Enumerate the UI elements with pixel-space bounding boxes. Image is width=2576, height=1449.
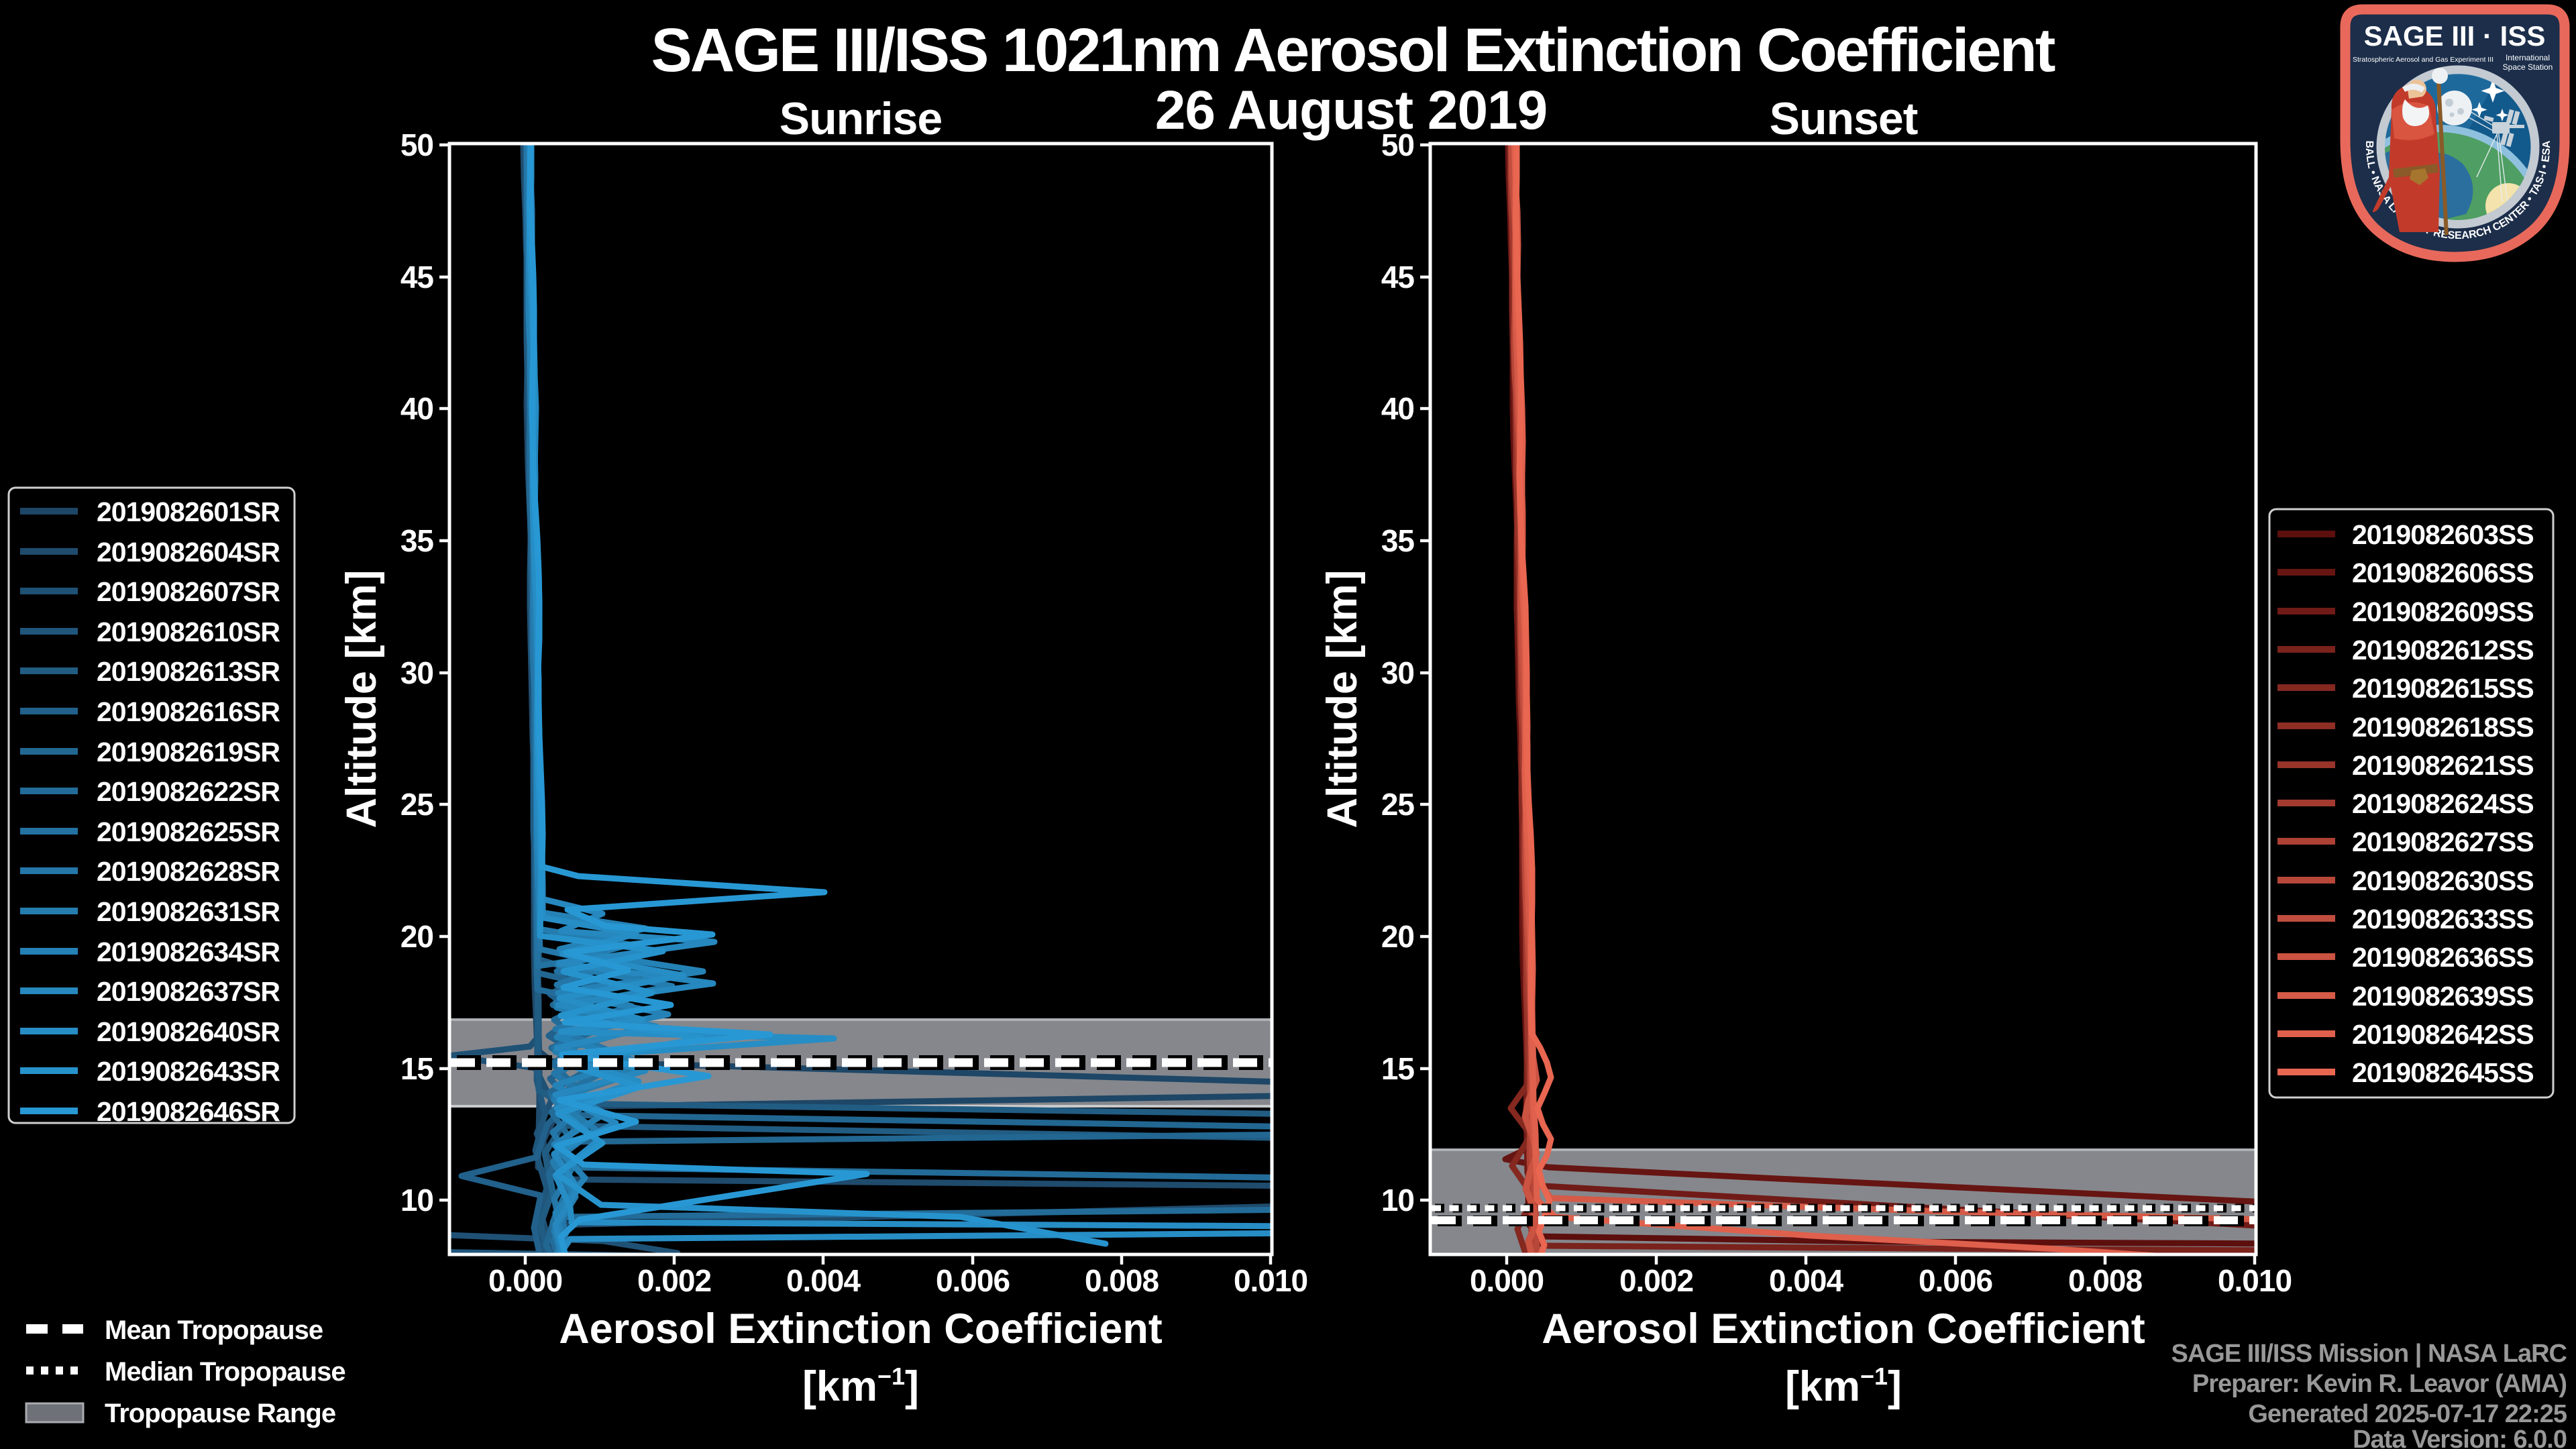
svg-text:2019082624SS: 2019082624SS: [2352, 788, 2534, 819]
svg-text:2019082631SR: 2019082631SR: [97, 896, 280, 927]
svg-text:0.000: 0.000: [1470, 1263, 1544, 1298]
svg-text:2019082627SS: 2019082627SS: [2352, 826, 2534, 857]
svg-text:2019082634SR: 2019082634SR: [97, 936, 280, 967]
svg-text:2019082612SS: 2019082612SS: [2352, 635, 2534, 665]
svg-text:2019082642SS: 2019082642SS: [2352, 1019, 2534, 1050]
svg-text:2019082639SS: 2019082639SS: [2352, 981, 2534, 1012]
svg-text:2019082622SR: 2019082622SR: [97, 776, 280, 807]
svg-text:Preparer: Kevin R. Leavor (AMA: Preparer: Kevin R. Leavor (AMA): [2192, 1370, 2567, 1398]
svg-text:2019082619SR: 2019082619SR: [97, 737, 280, 767]
svg-text:2019082643SR: 2019082643SR: [97, 1056, 280, 1087]
svg-text:40: 40: [1381, 391, 1414, 426]
svg-text:0.002: 0.002: [637, 1263, 711, 1298]
svg-text:Aerosol Extinction Coefficient: Aerosol Extinction Coefficient: [559, 1305, 1163, 1352]
svg-text:0.004: 0.004: [786, 1263, 861, 1298]
svg-text:30: 30: [1381, 655, 1414, 690]
svg-text:0.010: 0.010: [1234, 1263, 1307, 1298]
svg-text:SAGE III · ISS: SAGE III · ISS: [2364, 20, 2546, 52]
svg-text:25: 25: [400, 787, 434, 822]
svg-text:26 August 2019: 26 August 2019: [1155, 80, 1548, 141]
svg-text:40: 40: [400, 391, 433, 426]
svg-text:2019082633SS: 2019082633SS: [2352, 904, 2534, 934]
svg-text:SAGE III/ISS 1021nm Aerosol Ex: SAGE III/ISS 1021nm Aerosol Extinction C…: [651, 16, 2055, 85]
svg-text:10: 10: [1381, 1183, 1414, 1218]
svg-text:0.008: 0.008: [2068, 1263, 2143, 1298]
svg-text:10: 10: [400, 1183, 433, 1218]
svg-text:25: 25: [1381, 787, 1415, 822]
svg-text:2019082630SS: 2019082630SS: [2352, 865, 2534, 896]
svg-text:0.004: 0.004: [1769, 1263, 1844, 1298]
svg-text:15: 15: [1381, 1051, 1415, 1086]
svg-text:2019082646SR: 2019082646SR: [97, 1096, 280, 1127]
svg-text:2019082607SR: 2019082607SR: [97, 576, 280, 607]
svg-text:20: 20: [1381, 919, 1414, 954]
svg-text:2019082615SS: 2019082615SS: [2352, 673, 2534, 704]
svg-text:2019082645SS: 2019082645SS: [2352, 1057, 2534, 1088]
svg-text:2019082609SS: 2019082609SS: [2352, 596, 2534, 627]
svg-text:Altitude [km]: Altitude [km]: [1319, 570, 1366, 828]
svg-text:Sunrise: Sunrise: [780, 93, 942, 144]
svg-text:Stratospheric Aerosol and Gas: Stratospheric Aerosol and Gas Experiment…: [2353, 56, 2493, 64]
svg-text:20: 20: [400, 919, 433, 954]
svg-text:Space Station: Space Station: [2503, 62, 2553, 72]
svg-text:International: International: [2506, 53, 2550, 62]
svg-text:0.002: 0.002: [1619, 1263, 1693, 1298]
svg-text:2019082610SR: 2019082610SR: [97, 616, 280, 647]
svg-text:50: 50: [1381, 127, 1414, 162]
svg-text:Median Tropopause: Median Tropopause: [105, 1357, 345, 1387]
svg-text:2019082616SR: 2019082616SR: [97, 696, 280, 727]
svg-text:35: 35: [400, 523, 434, 558]
svg-text:0.008: 0.008: [1085, 1263, 1159, 1298]
svg-text:2019082606SS: 2019082606SS: [2352, 557, 2534, 588]
svg-text:2019082637SR: 2019082637SR: [97, 976, 280, 1007]
svg-text:Altitude [km]: Altitude [km]: [338, 570, 385, 828]
svg-text:Data Version: 6.0.0: Data Version: 6.0.0: [2353, 1426, 2567, 1449]
svg-text:2019082618SS: 2019082618SS: [2352, 712, 2534, 743]
svg-text:0.000: 0.000: [488, 1263, 562, 1298]
svg-text:Sunset: Sunset: [1770, 93, 1918, 144]
svg-text:2019082628SR: 2019082628SR: [97, 856, 280, 887]
svg-text:2019082636SS: 2019082636SS: [2352, 942, 2534, 973]
svg-text:2019082604SR: 2019082604SR: [97, 537, 280, 568]
svg-text:Tropopause Range: Tropopause Range: [105, 1399, 335, 1428]
svg-text:Aerosol Extinction Coefficient: Aerosol Extinction Coefficient: [1542, 1305, 2145, 1352]
svg-text:2019082603SS: 2019082603SS: [2352, 519, 2534, 550]
svg-text:2019082640SR: 2019082640SR: [97, 1016, 280, 1047]
svg-text:Generated 2025-07-17 22:25: Generated 2025-07-17 22:25: [2248, 1400, 2567, 1428]
svg-text:15: 15: [400, 1051, 434, 1086]
svg-text:0.006: 0.006: [936, 1263, 1010, 1298]
svg-text:2019082621SS: 2019082621SS: [2352, 750, 2534, 781]
svg-text:SAGE III/ISS Mission | NASA La: SAGE III/ISS Mission | NASA LaRC: [2171, 1340, 2567, 1368]
svg-text:45: 45: [1381, 260, 1415, 294]
svg-text:35: 35: [1381, 523, 1415, 558]
svg-text:2019082625SR: 2019082625SR: [97, 816, 280, 847]
svg-text:50: 50: [400, 127, 433, 162]
svg-text:0.006: 0.006: [1919, 1263, 1992, 1298]
svg-text:45: 45: [400, 260, 434, 294]
svg-text:2019082601SR: 2019082601SR: [97, 496, 280, 527]
svg-text:Mean Tropopause: Mean Tropopause: [105, 1316, 323, 1345]
svg-text:0.010: 0.010: [2218, 1263, 2292, 1298]
svg-text:2019082613SR: 2019082613SR: [97, 656, 280, 687]
svg-text:30: 30: [400, 655, 433, 690]
